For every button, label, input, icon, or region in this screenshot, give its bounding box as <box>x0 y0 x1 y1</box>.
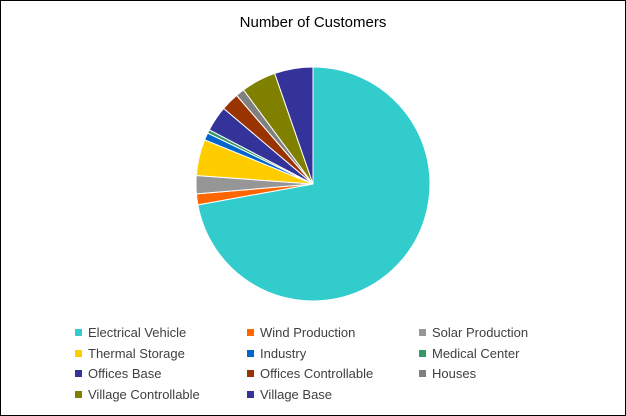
legend-swatch <box>75 329 82 337</box>
legend-item: Village Controllable <box>75 386 247 404</box>
legend-label: Thermal Storage <box>88 345 185 361</box>
legend-item: Electrical Vehicle <box>75 324 247 342</box>
legend-label: Offices Base <box>88 366 162 382</box>
legend-swatch <box>247 370 254 378</box>
legend-swatch <box>419 349 426 357</box>
legend-swatch <box>247 349 254 357</box>
legend-swatch <box>247 329 254 337</box>
legend-label: Houses <box>432 366 477 382</box>
legend-item: Offices Base <box>75 365 247 383</box>
legend-swatch <box>75 349 82 357</box>
legend-label: Village Base <box>260 386 333 402</box>
chart-title: Number of Customers <box>239 14 387 31</box>
legend: Electrical Vehicle Wind Production Solar P… <box>75 324 595 403</box>
pie-slice-electrical-vehicle <box>197 66 431 302</box>
legend-item: Thermal Storage <box>75 345 247 363</box>
legend-item: Medical Center <box>419 345 591 363</box>
legend-swatch <box>419 370 426 378</box>
legend-label: Industry <box>260 345 307 361</box>
legend-item: Wind Production <box>247 324 419 342</box>
legend-label: Village Controllable <box>88 386 200 402</box>
legend-swatch <box>75 370 82 378</box>
legend-label: Wind Production <box>260 325 356 341</box>
legend-label: Solar Production <box>432 325 529 341</box>
legend-item: Solar Production <box>419 324 591 342</box>
legend-item: Village Base <box>247 386 419 404</box>
legend-item: Offices Controllable <box>247 365 419 383</box>
legend-item: Industry <box>247 345 419 363</box>
legend-swatch <box>247 390 254 398</box>
legend-swatch <box>419 329 426 337</box>
pie-slice-village-base <box>274 66 314 185</box>
legend-label: Electrical Vehicle <box>88 325 187 341</box>
legend-label: Offices Controllable <box>260 366 374 382</box>
legend-label: Medical Center <box>432 345 520 361</box>
legend-item: Houses <box>419 365 591 383</box>
legend-swatch <box>75 390 82 398</box>
